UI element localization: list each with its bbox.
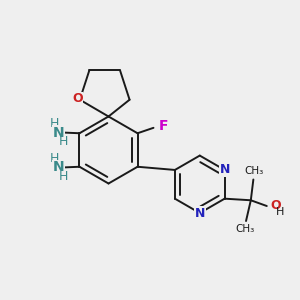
Text: N: N [220,164,230,176]
Text: N: N [195,206,205,220]
Text: N: N [53,160,64,174]
Text: CH₃: CH₃ [244,166,264,176]
Text: N: N [53,126,64,140]
Text: H: H [276,207,285,217]
Text: CH₃: CH₃ [236,224,255,234]
Text: H: H [58,170,68,183]
Text: O: O [72,92,83,105]
Text: O: O [270,199,280,212]
Text: H: H [50,117,60,130]
Text: H: H [58,135,68,148]
Text: H: H [50,152,60,165]
Text: F: F [159,119,169,133]
